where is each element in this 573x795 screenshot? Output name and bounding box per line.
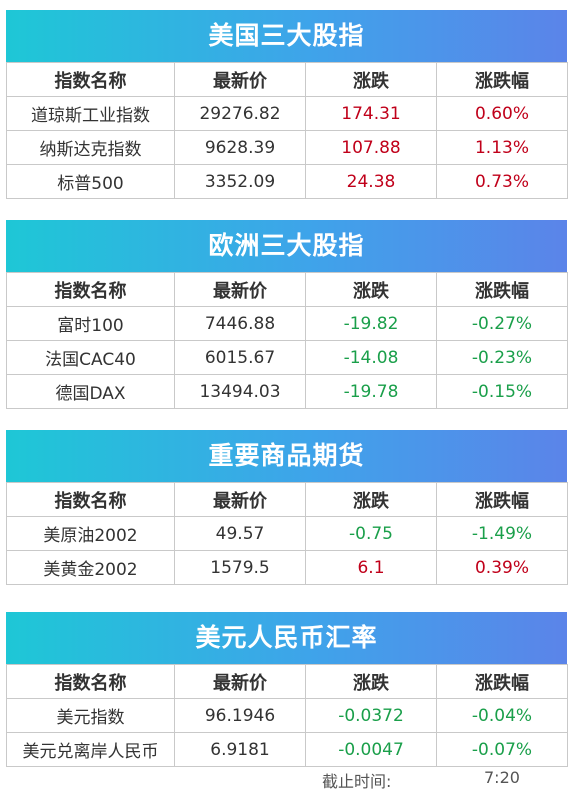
cell-name: 美黄金2002: [6, 550, 175, 585]
header-price: 最新价: [174, 664, 306, 699]
cell-pct: 1.13%: [436, 130, 568, 165]
cell-pct: 0.39%: [436, 550, 568, 585]
cell-pct: -0.15%: [436, 374, 568, 409]
header-price: 最新价: [174, 62, 306, 97]
table-header-row: 指数名称 最新价 涨跌 涨跌幅: [6, 664, 568, 699]
cell-name: 德国DAX: [6, 374, 175, 409]
header-price: 最新价: [174, 272, 306, 307]
cell-price: 6015.67: [174, 340, 306, 375]
cell-name: 美元兑离岸人民币: [6, 732, 175, 767]
header-change: 涨跌: [305, 62, 437, 97]
cell-name: 法国CAC40: [6, 340, 175, 375]
table-row: 美原油2002 49.57 -0.75 -1.49%: [6, 516, 568, 551]
cell-name: 美元指数: [6, 698, 175, 733]
table-row: 美元指数 96.1946 -0.0372 -0.04%: [6, 698, 568, 733]
cell-change: 107.88: [305, 130, 437, 165]
table-row: 道琼斯工业指数 29276.82 174.31 0.60%: [6, 96, 568, 131]
cell-price: 49.57: [174, 516, 306, 551]
quote-table: 指数名称 最新价 涨跌 涨跌幅 道琼斯工业指数 29276.82 174.31 …: [6, 62, 568, 199]
table-row: 德国DAX 13494.03 -19.78 -0.15%: [6, 374, 568, 409]
cell-change: -14.08: [305, 340, 437, 375]
footer: 截止时间: 7:20: [0, 766, 573, 791]
header-name: 指数名称: [6, 664, 175, 699]
section-title: 美元人民币汇率: [6, 612, 567, 664]
cell-price: 96.1946: [174, 698, 306, 733]
cell-price: 9628.39: [174, 130, 306, 165]
cell-price: 29276.82: [174, 96, 306, 131]
quote-table: 指数名称 最新价 涨跌 涨跌幅 美原油2002 49.57 -0.75 -1.4…: [6, 482, 568, 585]
cell-pct: -0.07%: [436, 732, 568, 767]
section-title: 美国三大股指: [6, 10, 567, 62]
header-change: 涨跌: [305, 272, 437, 307]
cell-price: 7446.88: [174, 306, 306, 341]
table-header-row: 指数名称 最新价 涨跌 涨跌幅: [6, 62, 568, 97]
header-name: 指数名称: [6, 62, 175, 97]
table-row: 法国CAC40 6015.67 -14.08 -0.23%: [6, 340, 568, 375]
cell-name: 道琼斯工业指数: [6, 96, 175, 131]
table-row: 富时100 7446.88 -19.82 -0.27%: [6, 306, 568, 341]
cell-price: 3352.09: [174, 164, 306, 199]
header-change: 涨跌: [305, 482, 437, 517]
section-title: 重要商品期货: [6, 430, 567, 482]
cell-change: -0.0047: [305, 732, 437, 767]
section-usd-cny: 美元人民币汇率 指数名称 最新价 涨跌 涨跌幅 美元指数 96.1946 -0.…: [6, 612, 568, 767]
cell-change: 24.38: [305, 164, 437, 199]
cell-name: 纳斯达克指数: [6, 130, 175, 165]
quote-table: 指数名称 最新价 涨跌 涨跌幅 富时100 7446.88 -19.82 -0.…: [6, 272, 568, 409]
cell-name: 美原油2002: [6, 516, 175, 551]
header-pct: 涨跌幅: [436, 62, 568, 97]
cell-price: 1579.5: [174, 550, 306, 585]
section-commodities: 重要商品期货 指数名称 最新价 涨跌 涨跌幅 美原油2002 49.57 -0.…: [6, 430, 568, 585]
header-price: 最新价: [174, 482, 306, 517]
table-row: 纳斯达克指数 9628.39 107.88 1.13%: [6, 130, 568, 165]
cell-pct: 0.60%: [436, 96, 568, 131]
header-change: 涨跌: [305, 664, 437, 699]
cell-pct: -1.49%: [436, 516, 568, 551]
cell-name: 富时100: [6, 306, 175, 341]
header-name: 指数名称: [6, 482, 175, 517]
cutoff-label: 截止时间:: [322, 772, 392, 791]
cell-change: -19.78: [305, 374, 437, 409]
section-us-indices: 美国三大股指 指数名称 最新价 涨跌 涨跌幅 道琼斯工业指数 29276.82 …: [6, 10, 568, 199]
table-header-row: 指数名称 最新价 涨跌 涨跌幅: [6, 482, 568, 517]
cell-change: -0.0372: [305, 698, 437, 733]
cell-price: 13494.03: [174, 374, 306, 409]
cell-change: -19.82: [305, 306, 437, 341]
cell-name: 标普500: [6, 164, 175, 199]
header-pct: 涨跌幅: [436, 664, 568, 699]
table-row: 标普500 3352.09 24.38 0.73%: [6, 164, 568, 199]
section-eu-indices: 欧洲三大股指 指数名称 最新价 涨跌 涨跌幅 富时100 7446.88 -19…: [6, 220, 568, 409]
cell-price: 6.9181: [174, 732, 306, 767]
cell-change: -0.75: [305, 516, 437, 551]
cell-change: 6.1: [305, 550, 437, 585]
section-title: 欧洲三大股指: [6, 220, 567, 272]
header-pct: 涨跌幅: [436, 482, 568, 517]
table-header-row: 指数名称 最新价 涨跌 涨跌幅: [6, 272, 568, 307]
cell-pct: -0.23%: [436, 340, 568, 375]
table-row: 美黄金2002 1579.5 6.1 0.39%: [6, 550, 568, 585]
cell-pct: 0.73%: [436, 164, 568, 199]
cell-change: 174.31: [305, 96, 437, 131]
cell-pct: -0.27%: [436, 306, 568, 341]
header-name: 指数名称: [6, 272, 175, 307]
header-pct: 涨跌幅: [436, 272, 568, 307]
table-row: 美元兑离岸人民币 6.9181 -0.0047 -0.07%: [6, 732, 568, 767]
quote-table: 指数名称 最新价 涨跌 涨跌幅 美元指数 96.1946 -0.0372 -0.…: [6, 664, 568, 767]
cell-pct: -0.04%: [436, 698, 568, 733]
cutoff-time: 7:20: [484, 768, 520, 787]
